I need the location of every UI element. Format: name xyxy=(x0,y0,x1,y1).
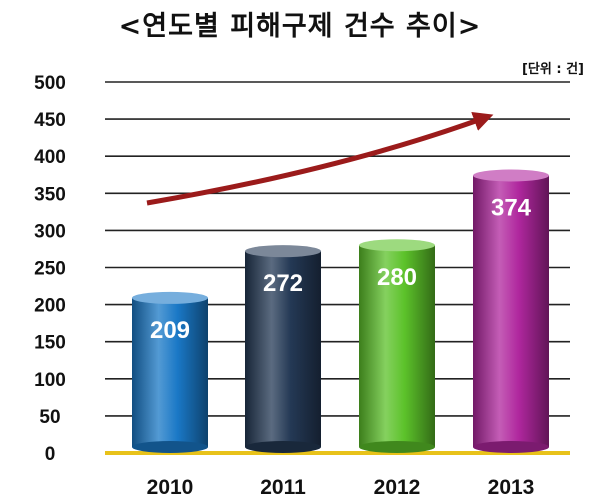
x-axis-ticks: 2010 2011 2012 2013 xyxy=(147,476,535,499)
bar-top-cap xyxy=(359,239,435,252)
y-tick-label: 450 xyxy=(34,110,66,131)
unit-label: [단위 : 건] xyxy=(521,62,584,77)
bar-bottom-cap xyxy=(359,441,435,453)
data-label: 374 xyxy=(491,194,532,221)
trend-arrow xyxy=(146,111,494,206)
data-label: 272 xyxy=(263,270,303,297)
y-tick-label: 200 xyxy=(34,296,66,317)
y-axis-ticks: 0 50 100 150 200 250 300 350 400 450 500 xyxy=(34,73,66,465)
y-tick-label: 150 xyxy=(34,333,66,354)
bar-2012 xyxy=(359,245,435,447)
bar-bottom-cap xyxy=(132,441,208,453)
y-tick-label: 50 xyxy=(39,407,60,428)
bar-2011 xyxy=(245,251,321,447)
bars: 209 272 280 374 xyxy=(132,169,549,453)
x-tick-label: 2013 xyxy=(488,476,535,499)
chart-title: <연도별 피해구제 건수 추이> xyxy=(118,11,482,42)
bar-top-cap xyxy=(473,169,549,182)
y-tick-label: 500 xyxy=(34,73,66,94)
bar-bottom-cap xyxy=(245,441,321,453)
data-label: 280 xyxy=(377,264,417,291)
y-tick-label: 350 xyxy=(34,184,66,205)
bar-2013 xyxy=(473,175,549,447)
y-tick-label: 400 xyxy=(34,147,66,168)
trend-arrow-line xyxy=(146,111,494,206)
y-tick-label: 250 xyxy=(34,259,66,280)
data-label: 209 xyxy=(150,317,190,344)
y-tick-label: 0 xyxy=(45,444,56,465)
bar-top-cap xyxy=(245,245,321,258)
x-tick-label: 2010 xyxy=(147,476,194,499)
bar-top-cap xyxy=(132,291,208,304)
y-tick-label: 300 xyxy=(34,221,66,242)
y-tick-label: 100 xyxy=(34,370,66,391)
x-tick-label: 2012 xyxy=(374,476,421,499)
bar-2010 xyxy=(132,297,208,447)
bar-bottom-cap xyxy=(473,441,549,453)
x-tick-label: 2011 xyxy=(260,476,306,499)
